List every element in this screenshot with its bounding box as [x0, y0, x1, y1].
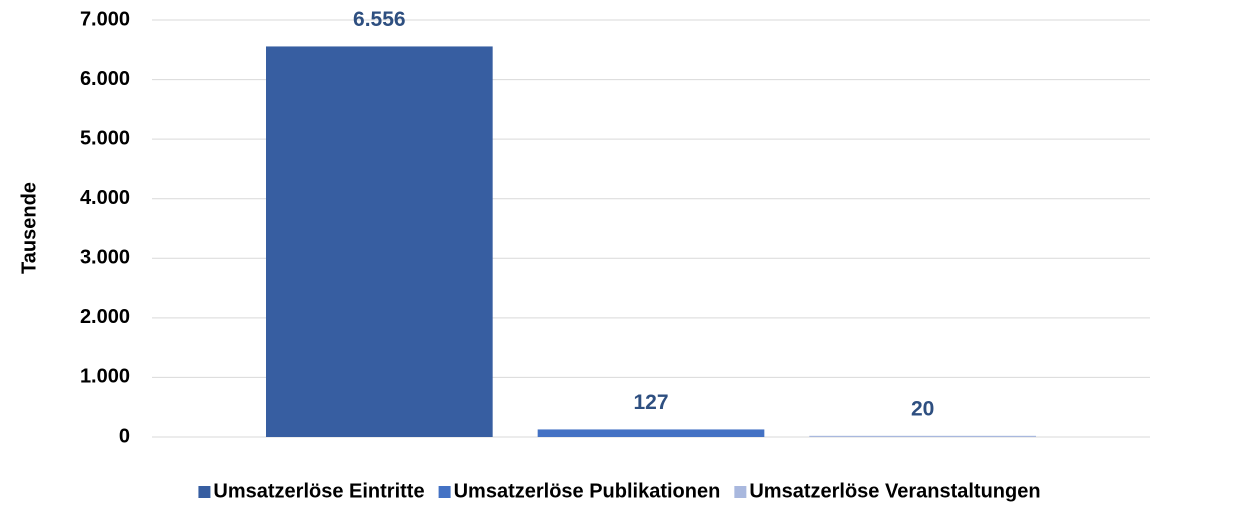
legend-swatch — [438, 486, 451, 498]
y-tick-label: 6.000 — [80, 68, 130, 90]
data-label: 127 — [633, 391, 668, 414]
y-tick-label: 3.000 — [80, 247, 130, 269]
y-axis-title: Tausende — [18, 182, 40, 274]
y-tick-label: 7.000 — [80, 8, 130, 30]
legend-label: Umsatzerlöse Publikationen — [454, 480, 721, 502]
y-tick-label: 0 — [119, 425, 130, 447]
y-tick-label: 5.000 — [80, 127, 130, 149]
bar — [537, 429, 765, 437]
y-tick-label: 1.000 — [80, 366, 130, 388]
data-label: 6.556 — [353, 8, 406, 31]
data-label: 20 — [911, 397, 934, 420]
bar — [809, 435, 1036, 437]
legend-label: Umsatzerlöse Veranstaltungen — [749, 480, 1040, 502]
legend-swatch — [734, 486, 747, 498]
bar — [266, 46, 493, 438]
y-tick-label: 4.000 — [80, 187, 130, 209]
legend-swatch — [198, 486, 211, 498]
y-tick-label: 2.000 — [80, 306, 130, 328]
legend-label: Umsatzerlöse Eintritte — [213, 480, 424, 502]
